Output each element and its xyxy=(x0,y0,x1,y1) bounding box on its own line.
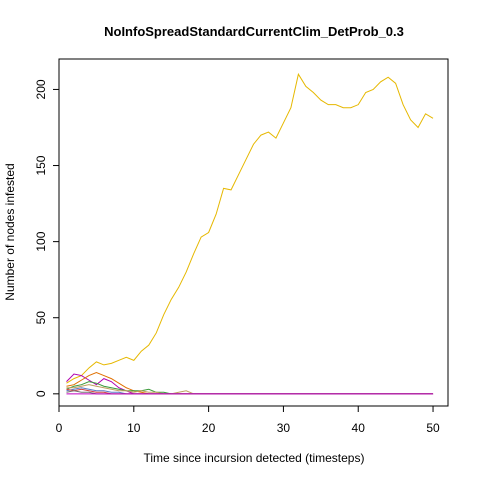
x-axis-label: Time since incursion detected (timesteps… xyxy=(144,451,365,465)
y-tick-label: 0 xyxy=(34,390,48,397)
x-tick-label: 40 xyxy=(352,421,366,435)
series-line-4 xyxy=(66,381,434,395)
x-tick-label: 0 xyxy=(56,421,63,435)
plot-area xyxy=(58,58,449,407)
y-tick-label: 150 xyxy=(34,155,48,175)
y-tick-label: 200 xyxy=(34,79,48,99)
x-tick-label: 30 xyxy=(277,421,291,435)
series-line-1 xyxy=(66,72,434,384)
y-axis-label: Number of nodes infested xyxy=(3,163,17,300)
y-tick-label: 100 xyxy=(34,231,48,251)
series-layer xyxy=(66,72,434,395)
plot-frame xyxy=(58,58,449,407)
x-axis: 0 10 20 30 40 50 xyxy=(56,405,440,435)
y-tick-label: 50 xyxy=(34,311,48,325)
x-tick-label: 10 xyxy=(127,421,141,435)
y-axis: 0 50 100 150 200 xyxy=(34,79,60,397)
chart-title: NoInfoSpreadStandardCurrentClim_DetProb_… xyxy=(104,24,404,39)
x-tick-label: 50 xyxy=(426,421,440,435)
x-tick-label: 20 xyxy=(202,421,216,435)
